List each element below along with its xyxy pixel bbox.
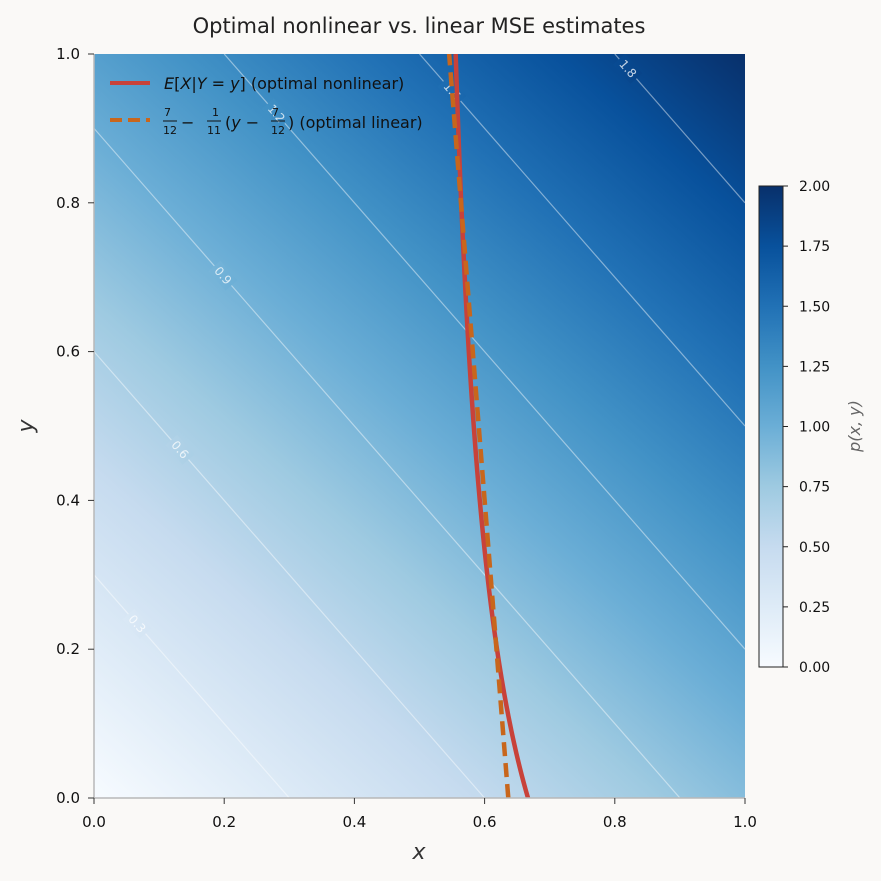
legend-label-nonlinear: E[X|Y = y] (optimal nonlinear) (164, 74, 404, 93)
y-axis-ticks: 0.0 0.2 0.4 0.6 0.8 1.0 (56, 45, 94, 807)
svg-text:12: 12 (271, 124, 285, 137)
contour-label-bg (208, 260, 238, 291)
colorbar-gradient (758, 185, 784, 668)
contour-label-bg (165, 434, 195, 465)
x-tick-label: 1.0 (733, 813, 757, 831)
svg-text:−: − (181, 113, 194, 132)
x-tick-label: 0.4 (342, 813, 366, 831)
colorbar-tick-label: 0.25 (799, 600, 830, 616)
colorbar-tick-label: 2.00 (799, 179, 830, 195)
contour-line (419, 54, 745, 427)
contour-label-bg (613, 54, 643, 84)
colorbar-tick-label: 1.50 (799, 299, 830, 315)
y-tick-label: 0.6 (56, 343, 80, 361)
x-tick-label: 0.8 (603, 813, 627, 831)
colorbar-tick-label: 1.00 (799, 420, 830, 436)
colorbar-tick-label: 0.75 (799, 480, 830, 496)
svg-text:11: 11 (207, 124, 221, 137)
colorbar: 0.00 0.25 0.50 0.75 1.00 1.25 1.50 1.75 2.00 p(x… (758, 179, 864, 676)
colorbar-label: p(x, y) (845, 400, 864, 453)
y-tick-label: 0.4 (56, 491, 80, 509)
contour-line (94, 574, 290, 798)
x-tick-label: 0.6 (473, 813, 497, 831)
colorbar-tick-label: 1.25 (799, 359, 830, 375)
x-axis-ticks: 0.0 0.2 0.4 0.6 0.8 1.0 (82, 798, 757, 831)
svg-text:) (optimal linear): ) (optimal linear) (288, 113, 423, 132)
svg-text:7: 7 (164, 106, 171, 119)
axes: 0.0 0.2 0.4 0.6 0.8 1.0 0.00.20.40.60.81.0 x … (14, 45, 757, 865)
legend-label-linear: 7 12 − 1 11 (y − 7 12 ) (optimal linear) (163, 106, 423, 137)
x-tick-label: 0.0 (82, 813, 106, 831)
x-tick-label: 0.2 (212, 813, 236, 831)
svg-text:(y −: (y − (225, 113, 259, 132)
svg-text:7: 7 (272, 106, 279, 119)
contour-line (223, 54, 745, 650)
contour-label-bg (122, 608, 152, 639)
estimate-curves (446, 54, 531, 798)
svg-text:1: 1 (212, 106, 219, 119)
density-heatmap (94, 54, 745, 798)
y-tick-label: 1.0 (56, 45, 80, 63)
colorbar-tick-label: 1.75 (799, 239, 830, 255)
chart-title: Optimal nonlinear vs. linear MSE estimat… (193, 14, 646, 38)
y-tick-label: 0.2 (56, 640, 80, 658)
contour-line (614, 54, 745, 204)
legend: E[X|Y = y] (optimal nonlinear) 7 12 − 1 … (110, 74, 423, 137)
x-axis-label: x (411, 840, 426, 865)
svg-text:12: 12 (163, 124, 177, 137)
y-tick-label: 0.8 (56, 194, 80, 212)
colorbar-ticks: 0.00 0.25 0.50 0.75 1.00 1.25 1.50 1.75 2.00 (783, 179, 830, 676)
y-tick-label: 0.0 (56, 789, 80, 807)
contour-line (94, 351, 486, 798)
series-linear-line (446, 54, 511, 798)
y-axis-label: y (14, 419, 39, 434)
contour-line (94, 128, 681, 798)
plot-area: 0.30.60.91.21.51.8 (94, 54, 745, 798)
colorbar-tick-label: 0.50 (799, 540, 830, 556)
colorbar-tick-label: 0.00 (799, 660, 830, 676)
